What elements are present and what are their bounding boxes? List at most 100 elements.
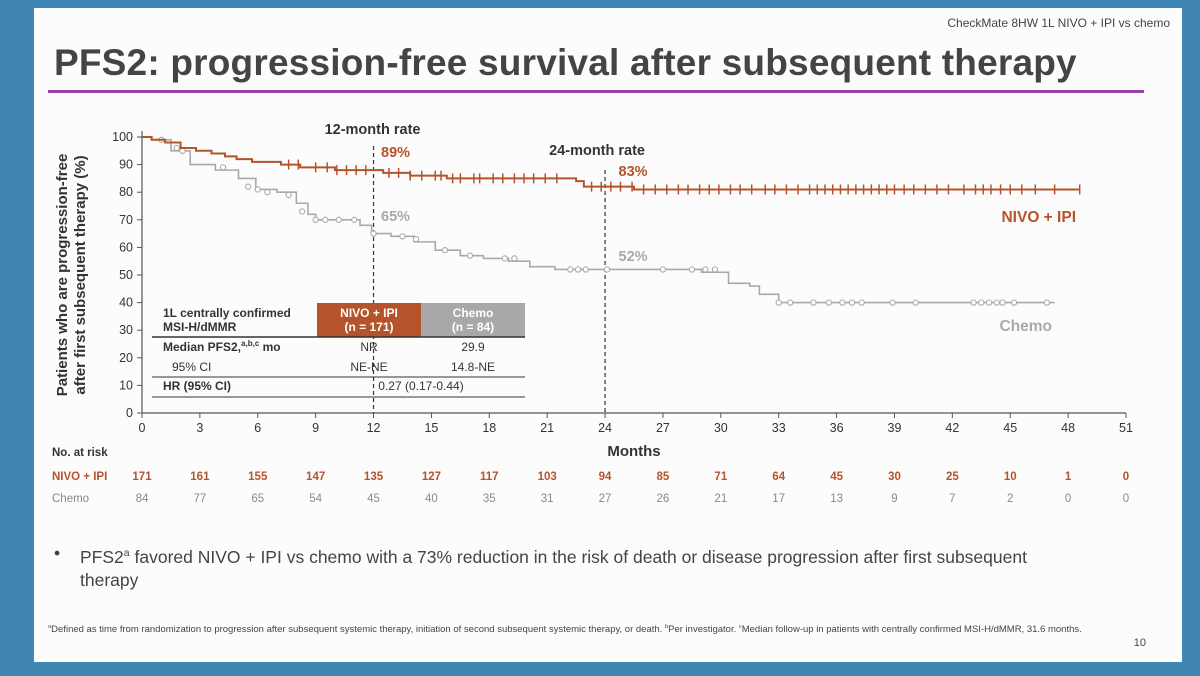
at-risk-chemo-value: 77: [193, 493, 206, 505]
bullet-text: PFS2a favored NIVO + IPI vs chemo with a…: [80, 542, 1060, 592]
milestone-24-chemo-value: 52%: [619, 249, 648, 265]
chemo-censor-mark: [1010, 299, 1018, 306]
milestone-12-nivo-value: 89%: [381, 145, 410, 161]
table-population-label-1: 1L centrally confirmed: [163, 306, 291, 320]
x-tick-label: 42: [945, 421, 959, 435]
x-tick-label: 27: [656, 421, 670, 435]
y-tick-label: 20: [119, 351, 133, 365]
y-tick-label: 40: [119, 296, 133, 310]
y-tick-label: 10: [119, 378, 133, 392]
chemo-censor-mark: [848, 299, 856, 306]
chemo-censor-mark: [603, 266, 611, 273]
y-tick-label: 30: [119, 323, 133, 337]
chemo-censor-mark: [501, 255, 508, 262]
chemo-censor-mark: [787, 299, 794, 306]
at-risk-chemo-value: 0: [1123, 493, 1129, 505]
chemo-censor-mark: [1043, 299, 1051, 306]
chemo-censor-mark: [567, 266, 574, 273]
at-risk-chemo-value: 13: [830, 493, 843, 505]
chemo-censor-mark: [810, 299, 817, 306]
at-risk-nivo-value: 10: [1004, 471, 1017, 483]
chemo-censor-mark: [370, 230, 377, 237]
page-title: PFS2: progression-free survival after su…: [54, 42, 1077, 83]
x-tick-label: 3: [196, 421, 203, 435]
y-tick-label: 50: [119, 268, 133, 282]
footnote-c-mark: c: [738, 624, 742, 630]
chemo-censor-mark: [582, 266, 589, 273]
chemo-censor-mark: [659, 266, 667, 273]
at-risk-nivo-value: 30: [888, 471, 901, 483]
at-risk-nivo-value: 85: [657, 471, 670, 483]
chemo-censor-mark: [219, 164, 227, 171]
chemo-censor-mark: [466, 252, 474, 259]
chemo-censor-mark: [322, 216, 329, 223]
at-risk-chemo-value: 54: [309, 493, 322, 505]
at-risk-nivo-value: 71: [714, 471, 727, 483]
x-tick-label: 0: [139, 421, 146, 435]
at-risk-chemo-value: 26: [657, 493, 670, 505]
at-risk-title: No. at risk: [52, 447, 108, 459]
x-tick-label: 18: [482, 421, 496, 435]
at-risk-nivo-value: 94: [599, 471, 612, 483]
x-tick-label: 33: [772, 421, 786, 435]
table-ci-label: 95% CI: [172, 360, 211, 374]
at-risk-nivo-value: 25: [946, 471, 959, 483]
at-risk-chemo-value: 31: [541, 493, 554, 505]
y-axis-label-line2: after first subsequent therapy (%): [72, 155, 89, 394]
x-tick-label: 45: [1003, 421, 1017, 435]
at-risk-chemo-value: 9: [891, 493, 897, 505]
y-tick-label: 0: [126, 406, 133, 420]
x-tick-label: 9: [312, 421, 319, 435]
chemo-censor-mark: [335, 216, 342, 223]
at-risk-chemo-value: 84: [136, 493, 149, 505]
table-hr-value: 0.27 (0.17-0.44): [378, 379, 463, 393]
at-risk-nivo-value: 155: [248, 471, 268, 483]
table-median-nivo: NR: [360, 340, 378, 354]
bullet-text-post: favored NIVO + IPI vs chemo with a 73% r…: [80, 546, 1027, 590]
milestone-12-chemo-value: 65%: [381, 209, 410, 225]
table-ci-nivo: NE-NE: [350, 360, 387, 374]
at-risk-nivo-value: 147: [306, 471, 325, 483]
y-tick-label: 100: [112, 130, 133, 144]
at-risk-chemo-value: 7: [949, 493, 955, 505]
table-median-label-post: mo: [259, 340, 280, 354]
chemo-censor-mark: [711, 266, 719, 273]
chemo-censor-mark: [351, 216, 358, 223]
table-chemo-header-1: Chemo: [453, 306, 494, 320]
chemo-series-label: Chemo: [999, 318, 1052, 335]
chemo-censor-mark: [839, 299, 846, 306]
table-median-label-sup: a,b,c: [241, 339, 260, 348]
milestone-24-nivo-value: 83%: [619, 164, 648, 180]
y-tick-label: 90: [119, 158, 133, 172]
table-nivo-header-2: (n = 171): [344, 320, 393, 334]
page-number: 10: [1133, 637, 1146, 649]
chemo-censor-mark: [285, 191, 292, 199]
at-risk-nivo-value: 0: [1123, 471, 1129, 483]
x-tick-label: 12: [367, 421, 381, 435]
at-risk-chemo-value: 0: [1065, 493, 1071, 505]
footnote-c: Median follow-up in patients with centra…: [741, 624, 1082, 636]
table-hr-label: HR (95% CI): [163, 379, 231, 393]
at-risk-nivo-value: 117: [480, 471, 499, 483]
x-tick-label: 21: [540, 421, 554, 435]
at-risk-nivo-value: 135: [364, 471, 384, 483]
x-tick-label: 6: [254, 421, 261, 435]
table-ci-chemo: 14.8-NE: [451, 360, 495, 374]
x-tick-label: 48: [1061, 421, 1075, 435]
at-risk-chemo-value: 2: [1007, 493, 1013, 505]
chemo-censor-mark: [775, 299, 782, 306]
at-risk-chemo-value: 35: [483, 493, 496, 505]
chemo-censor-mark: [858, 299, 865, 306]
bullet-text-sup: a: [123, 547, 130, 559]
at-risk-chemo-value: 65: [251, 493, 264, 505]
chemo-curve: [142, 136, 1055, 304]
title-divider: [48, 90, 1144, 93]
chemo-censor-mark: [244, 183, 252, 190]
footnote-b-mark: b: [664, 624, 669, 630]
chemo-censor-mark: [264, 189, 271, 196]
milestone-24-label: 24-month rate: [549, 143, 645, 159]
at-risk-nivo-value: 171: [132, 471, 152, 483]
table-population-label-2: MSI-H/dMMR: [163, 320, 237, 334]
chemo-censor-mark: [970, 299, 977, 306]
